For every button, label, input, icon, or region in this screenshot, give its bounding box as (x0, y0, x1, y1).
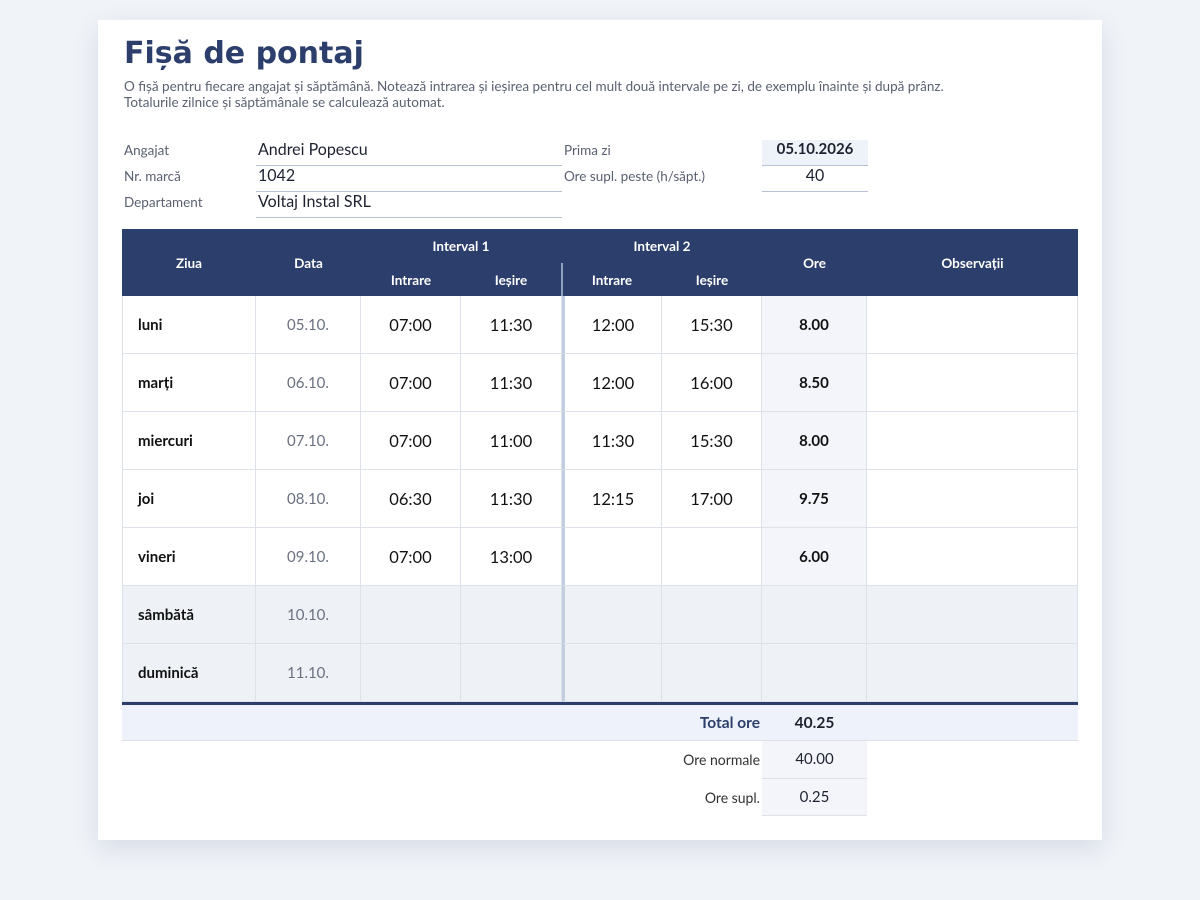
field-value: 40 (762, 166, 868, 192)
table-cell (562, 644, 662, 702)
table-cell (361, 586, 461, 644)
table-cell: 05.10. (256, 296, 361, 354)
table-cell: 12:00 (562, 354, 662, 412)
header-cell: Intrare (591, 271, 633, 288)
total-label: Ore supl. (704, 788, 760, 806)
table-cell (361, 644, 461, 702)
table-cell: 07:00 (361, 412, 461, 470)
total-label: Total ore (699, 714, 760, 732)
table-cell (867, 470, 1078, 528)
table-cell: sâmbătă (122, 586, 256, 644)
table-cell: duminică (122, 644, 256, 702)
field-value: 05.10.2026 (762, 140, 868, 166)
table-cell: 12:00 (562, 296, 662, 354)
table-cell: luni (122, 296, 256, 354)
table-cell: 06:30 (361, 470, 461, 528)
table-cell: 6.00 (762, 528, 867, 586)
table-cell: 07:00 (361, 296, 461, 354)
table-cell: 11.10. (256, 644, 361, 702)
table-cell (562, 528, 662, 586)
divider (561, 263, 563, 296)
table-cell: 11:30 (461, 354, 562, 412)
table-cell: 8.50 (762, 354, 867, 412)
table-cell: 07.10. (256, 412, 361, 470)
header-cell: Interval 2 (633, 238, 691, 254)
total-label: Ore normale (683, 751, 760, 769)
table-cell: 07:00 (361, 528, 461, 586)
header-cell: Ziua (175, 254, 203, 271)
table-cell: 16:00 (662, 354, 762, 412)
table-cell: marți (122, 354, 256, 412)
header-cell: Ieșire (695, 271, 729, 288)
table-cell (461, 586, 562, 644)
table-cell (867, 412, 1078, 470)
field-label: Prima zi (564, 142, 611, 158)
table-cell: 11:30 (461, 470, 562, 528)
field-value: Andrei Popescu (256, 140, 562, 166)
table-cell: 11:30 (461, 296, 562, 354)
table-cell: 17:00 (662, 470, 762, 528)
header-cell: Data (294, 254, 323, 271)
title: Fișă de pontaj (124, 36, 364, 71)
table-cell (762, 586, 867, 644)
table-cell (562, 586, 662, 644)
field-label: Ore supl. peste (h/săpt.) (564, 168, 705, 184)
header-cell: Intrare (390, 271, 432, 288)
table-cell (867, 528, 1078, 586)
table-cell (662, 528, 762, 586)
table-cell: 8.00 (762, 412, 867, 470)
total-row (122, 705, 1078, 741)
table-cell: 09.10. (256, 528, 361, 586)
table-cell: 07:00 (361, 354, 461, 412)
field-label: Nr. marcă (124, 168, 181, 184)
description: O fișă pentru fiecare angajat și săptămâ… (124, 78, 944, 94)
table-cell: miercuri (122, 412, 256, 470)
field-value: Voltaj Instal SRL (256, 192, 562, 218)
table-cell: 9.75 (762, 470, 867, 528)
table-cell: 15:30 (662, 296, 762, 354)
table-cell: 13:00 (461, 528, 562, 586)
header-cell: Observații (941, 254, 1004, 271)
header-cell: Ore (803, 254, 826, 271)
table-cell (762, 644, 867, 702)
total-rule (122, 702, 1078, 705)
table-cell: 12:15 (562, 470, 662, 528)
total-value: 40.00 (762, 741, 867, 779)
table-cell: 8.00 (762, 296, 867, 354)
table-cell: 15:30 (662, 412, 762, 470)
header-cell: Ieșire (494, 271, 528, 288)
description: Totalurile zilnice și săptămânale se cal… (124, 94, 445, 110)
table-cell (867, 644, 1078, 702)
table-cell: 10.10. (256, 586, 361, 644)
table-cell: 08.10. (256, 470, 361, 528)
table-cell (867, 296, 1078, 354)
field-label: Angajat (124, 142, 170, 158)
header-cell: Interval 1 (432, 238, 490, 254)
table-cell (867, 354, 1078, 412)
table-cell: 11:30 (562, 412, 662, 470)
table-cell: 06.10. (256, 354, 361, 412)
field-label: Departament (124, 194, 203, 210)
table-cell: 11:00 (461, 412, 562, 470)
table-cell (662, 586, 762, 644)
total-value: 40.25 (762, 705, 867, 741)
total-value: 0.25 (762, 778, 867, 816)
table-cell: vineri (122, 528, 256, 586)
table-cell: joi (122, 470, 256, 528)
table-cell (461, 644, 562, 702)
table-cell (867, 586, 1078, 644)
table-header (122, 229, 1078, 296)
table-cell (662, 644, 762, 702)
field-value: 1042 (256, 166, 562, 192)
